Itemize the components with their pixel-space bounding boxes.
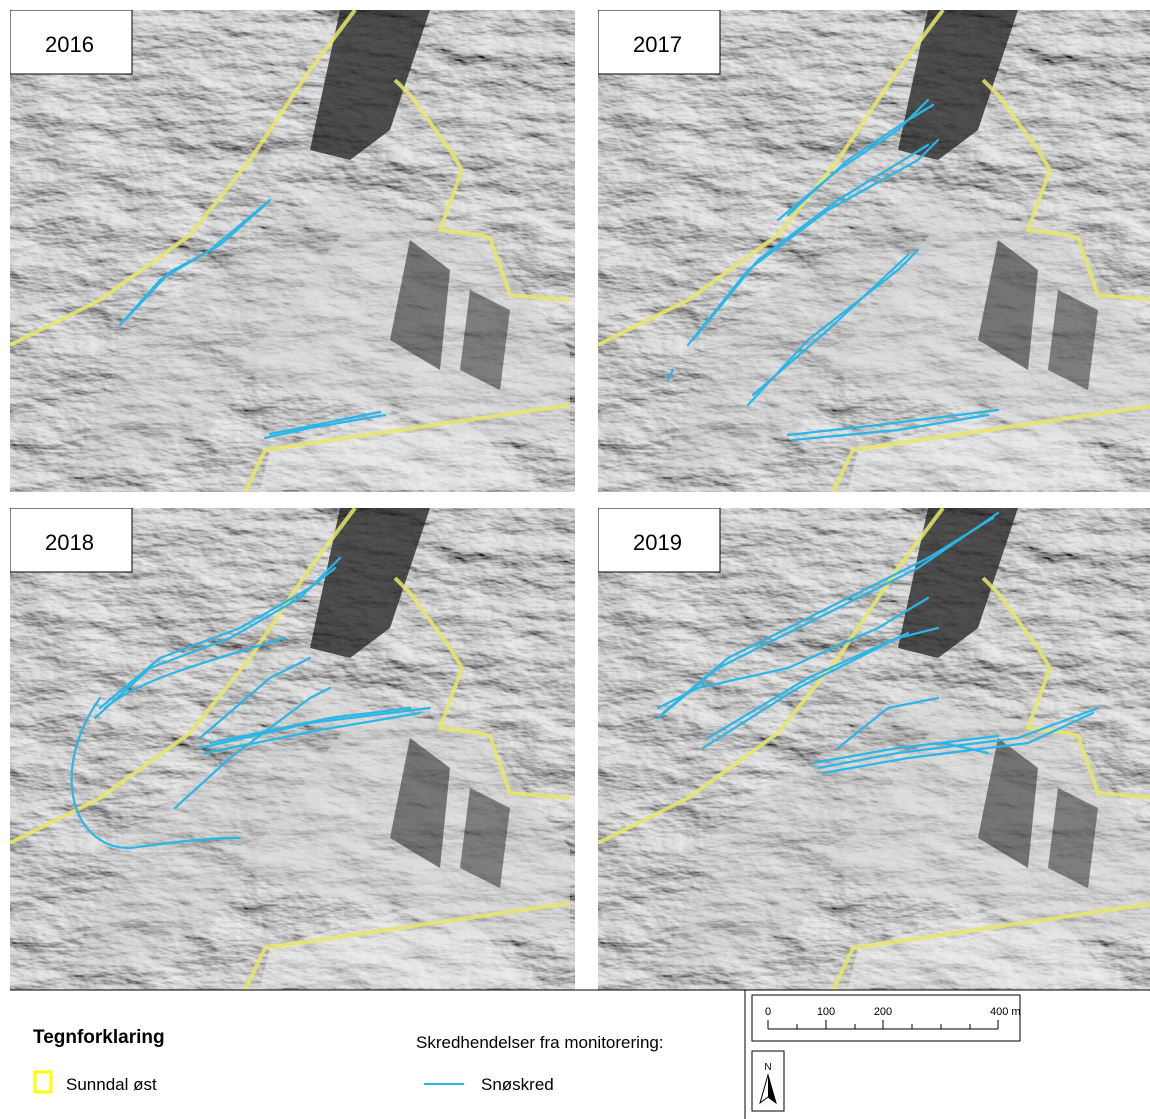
panel-label: 2016 (45, 32, 94, 57)
figure: 2016 2017 2018 (0, 0, 1150, 1119)
panel-label: 2019 (633, 530, 682, 555)
legend-label: Sunndal øst (66, 1075, 157, 1094)
map-panel: 2017 (598, 10, 1150, 492)
legend-heading: Skredhendelser fra monitorering: (416, 1033, 664, 1052)
legend-title: Tegnforklaring (33, 1027, 165, 1048)
scale-box (752, 995, 1020, 1041)
legend-symbol (35, 1072, 51, 1092)
map-panel: 2016 (10, 10, 575, 492)
scale-label: 0 (765, 1006, 771, 1018)
map-panel: 2018 (10, 508, 575, 990)
page: 2016 2017 2018 (0, 0, 1150, 1119)
scale-label: 100 (817, 1006, 835, 1018)
panel-label: 2017 (633, 32, 682, 57)
scale-label: 400 m (990, 1006, 1021, 1018)
north-label: N (764, 1062, 771, 1073)
panel-label: 2018 (45, 530, 94, 555)
legend-label: Snøskred (481, 1075, 554, 1094)
map-panel: 2019 (598, 508, 1150, 990)
scale-label: 200 (874, 1006, 892, 1018)
